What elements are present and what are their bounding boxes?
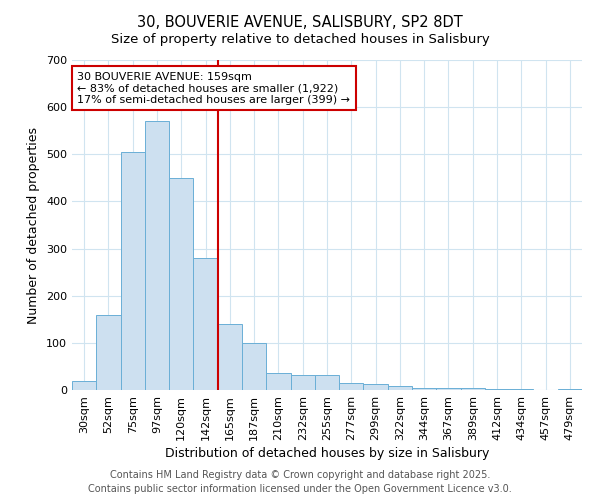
Bar	[72, 380, 96, 390]
Bar	[290, 375, 315, 390]
Text: Contains HM Land Registry data © Crown copyright and database right 2025.
Contai: Contains HM Land Registry data © Crown c…	[88, 470, 512, 494]
Bar	[145, 122, 169, 390]
X-axis label: Distribution of detached houses by size in Salisbury: Distribution of detached houses by size …	[165, 447, 489, 460]
Bar	[193, 258, 218, 390]
Bar	[364, 384, 388, 390]
Bar	[242, 343, 266, 390]
Bar	[218, 324, 242, 390]
Bar	[558, 388, 582, 390]
Bar	[169, 178, 193, 390]
Text: 30 BOUVERIE AVENUE: 159sqm
← 83% of detached houses are smaller (1,922)
17% of s: 30 BOUVERIE AVENUE: 159sqm ← 83% of deta…	[77, 72, 350, 105]
Text: 30, BOUVERIE AVENUE, SALISBURY, SP2 8DT: 30, BOUVERIE AVENUE, SALISBURY, SP2 8DT	[137, 15, 463, 30]
Bar	[485, 389, 509, 390]
Bar	[121, 152, 145, 390]
Bar	[96, 314, 121, 390]
Bar	[266, 372, 290, 390]
Text: Size of property relative to detached houses in Salisbury: Size of property relative to detached ho…	[110, 32, 490, 46]
Bar	[388, 386, 412, 390]
Bar	[339, 383, 364, 390]
Y-axis label: Number of detached properties: Number of detached properties	[28, 126, 40, 324]
Bar	[461, 388, 485, 390]
Bar	[436, 388, 461, 390]
Bar	[412, 388, 436, 390]
Bar	[509, 389, 533, 390]
Bar	[315, 375, 339, 390]
